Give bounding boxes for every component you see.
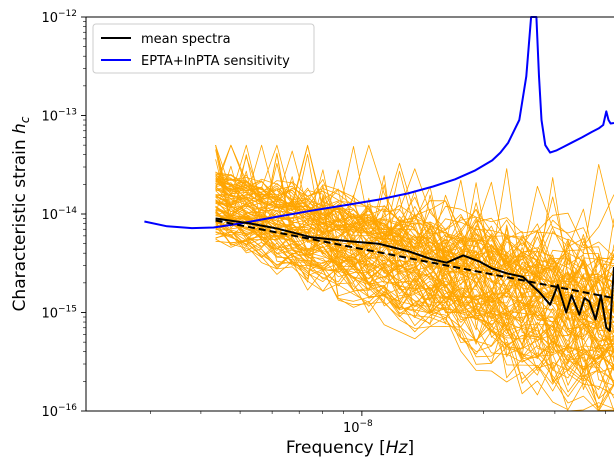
noise-realization-line [215, 144, 614, 283]
legend-label-mean-spectra: mean spectra [141, 32, 231, 47]
noise-realization-line [215, 228, 614, 382]
noise-realization-line [215, 175, 614, 298]
noise-realization-line [215, 238, 614, 408]
power-law-fit-line [215, 219, 614, 300]
x-ticks: 10−8 [150, 411, 606, 436]
noise-realization-line [215, 224, 614, 373]
noise-realization-line [215, 210, 614, 383]
legend-label-sensitivity: EPTA+InPTA sensitivity [141, 54, 290, 69]
noise-realization-line [215, 224, 614, 348]
noise-realization-line [215, 196, 614, 341]
y-tick-label: 10−14 [41, 206, 77, 223]
noise-realization-line [215, 145, 614, 304]
noise-realization-line [215, 146, 614, 282]
series-layer [144, 16, 614, 332]
noise-realization-line [215, 178, 614, 318]
noise-realization-line [215, 202, 614, 320]
noise-realization-line [215, 145, 614, 278]
y-tick-label: 10−16 [41, 403, 77, 420]
legend-frame [92, 23, 315, 74]
x-axis-label: Frequency [Hz] [286, 438, 414, 458]
noise-realization-line [215, 153, 614, 365]
y-axis-label: Characteristic strain hc [10, 116, 32, 311]
y-tick-label: 10−13 [41, 108, 77, 125]
noise-realization-line [215, 179, 614, 297]
noise-realization-line [215, 204, 614, 412]
y-ticks: 10−16 10−15 10−14 10−13 10−12 [41, 9, 86, 420]
mean-spectra-line [215, 217, 614, 332]
x-tick-label: 10−8 [343, 419, 373, 436]
noise-realization-line [215, 165, 614, 359]
legend: mean spectra EPTA+InPTA sensitivity [92, 23, 315, 74]
noise-realization-line [215, 145, 614, 309]
noise-realization-line [215, 170, 614, 300]
noise-realization-line [215, 168, 614, 265]
sensitivity-curve [144, 16, 614, 230]
noise-realization-line [215, 231, 614, 412]
noise-realization-line [215, 211, 614, 380]
y-tick-label: 10−15 [41, 305, 77, 322]
noise-realization-line [215, 182, 614, 302]
noise-realization-line [215, 145, 614, 358]
noise-realizations [215, 144, 614, 412]
noise-realization-line [215, 144, 614, 315]
noise-realization-line [215, 218, 614, 400]
y-tick-label: 10−12 [41, 9, 77, 26]
noise-realization-line [215, 194, 614, 381]
